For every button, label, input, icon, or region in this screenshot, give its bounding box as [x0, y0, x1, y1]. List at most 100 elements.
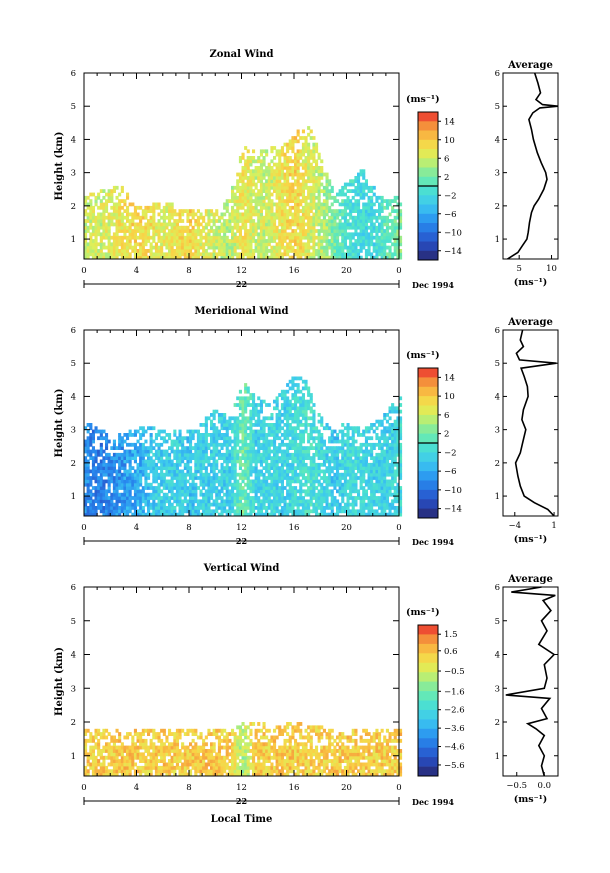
heatmap-cell [273, 496, 277, 500]
heatmap-cell [273, 399, 277, 404]
heatmap-cell [307, 255, 311, 260]
heatmap-cell [223, 419, 227, 424]
heatmap-cell [257, 172, 261, 177]
heatmap-cell [84, 252, 88, 257]
heatmap-cell [107, 225, 111, 230]
heatmap-cell [265, 222, 269, 227]
heatmap-cell [296, 215, 300, 220]
heatmap-cell [175, 222, 179, 227]
heatmap-cell [354, 215, 358, 220]
heatmap-cell [286, 399, 290, 404]
heatmap-cell [165, 255, 169, 260]
heatmap-cell [246, 426, 250, 431]
heatmap-cell [338, 225, 342, 230]
heatmap-cell [262, 446, 266, 450]
heatmap-cell [304, 249, 308, 253]
heatmap-cell [236, 492, 240, 497]
heatmap-cell [241, 496, 245, 500]
colorbar-swatch [418, 130, 438, 141]
heatmap-cell [320, 486, 324, 490]
heatmap-cell [375, 199, 379, 203]
heatmap-cell [246, 229, 250, 233]
heatmap-cell [233, 456, 237, 460]
heatmap-cell [99, 225, 103, 230]
heatmap-cell [325, 502, 329, 507]
heatmap-cell [178, 219, 182, 223]
heatmap-cell [207, 459, 211, 464]
heatmap-cell [202, 249, 206, 253]
heatmap-cell [286, 185, 290, 190]
heatmap-cell [336, 456, 340, 460]
heatmap-cell [189, 242, 193, 247]
heatmap-cell [228, 225, 232, 230]
heatmap-cell [191, 492, 195, 497]
heatmap-cell [309, 149, 313, 154]
heatmap-cell [189, 502, 193, 507]
heatmap-cell [315, 499, 319, 504]
heatmap-cell [259, 229, 263, 233]
heatmap-cell [296, 459, 300, 464]
heatmap-cell [133, 442, 137, 447]
heatmap-cell [325, 249, 329, 253]
heatmap-cell [246, 179, 250, 184]
heatmap-cell [257, 222, 261, 227]
heatmap-cell [357, 252, 361, 257]
heatmap-cell [259, 239, 263, 243]
heatmap-cell [362, 239, 366, 243]
heatmap-cell [175, 235, 179, 240]
heatmap-cell [270, 512, 274, 517]
heatmap-cell [241, 472, 245, 477]
heatmap-cell [154, 452, 158, 457]
heatmap-cell [160, 502, 164, 507]
heatmap-cell [107, 222, 111, 227]
heatmap-cell [131, 486, 135, 490]
heatmap-cell [283, 416, 287, 421]
heatmap-cell [186, 235, 190, 240]
heatmap-cell [338, 209, 342, 213]
heatmap-cell [304, 179, 308, 184]
heatmap-cell [346, 189, 350, 193]
heatmap-cell [241, 252, 245, 257]
heatmap-cell [139, 225, 143, 230]
heatmap-cell [102, 462, 106, 467]
heatmap-cell [252, 199, 256, 203]
heatmap-cell [120, 442, 124, 447]
heatmap-cell [165, 222, 169, 227]
heatmap-cell [244, 512, 248, 517]
heatmap-cell [105, 215, 109, 220]
avg-profile-line [507, 72, 559, 260]
heatmap-cell [139, 446, 143, 450]
heatmap-cell [126, 245, 130, 250]
heatmap-cell [189, 235, 193, 240]
heatmap-cell [86, 509, 90, 514]
heatmap-cell [351, 202, 355, 207]
heatmap-cell [204, 442, 208, 447]
heatmap-cell [152, 452, 156, 457]
heatmap-cell [191, 245, 195, 250]
heatmap-cell [286, 489, 290, 494]
heatmap-cell [212, 479, 216, 484]
heatmap-cell [393, 232, 397, 237]
heatmap-cell [175, 502, 179, 507]
heatmap-cell [133, 489, 137, 494]
heatmap-cell [147, 222, 151, 227]
heatmap-cell [133, 502, 137, 507]
heatmap-cell [262, 429, 266, 434]
heatmap-cell [257, 212, 261, 217]
colorbar-label: 14 [444, 117, 455, 127]
heatmap-cell [294, 179, 298, 184]
heatmap-cell [252, 189, 256, 193]
heatmap-cell [391, 222, 395, 227]
heatmap-cell [296, 212, 300, 217]
heatmap-cell [212, 442, 216, 447]
heatmap-cell [244, 232, 248, 237]
heatmap-cell [351, 439, 355, 444]
heatmap-cell [294, 219, 298, 223]
heatmap-cell [270, 172, 274, 177]
heatmap-cell [291, 189, 295, 193]
heatmap-cell [330, 469, 334, 474]
heatmap-cell [207, 215, 211, 220]
heatmap-cell [341, 506, 345, 510]
heatmap-cell [249, 235, 253, 240]
heatmap-cell [273, 482, 277, 487]
